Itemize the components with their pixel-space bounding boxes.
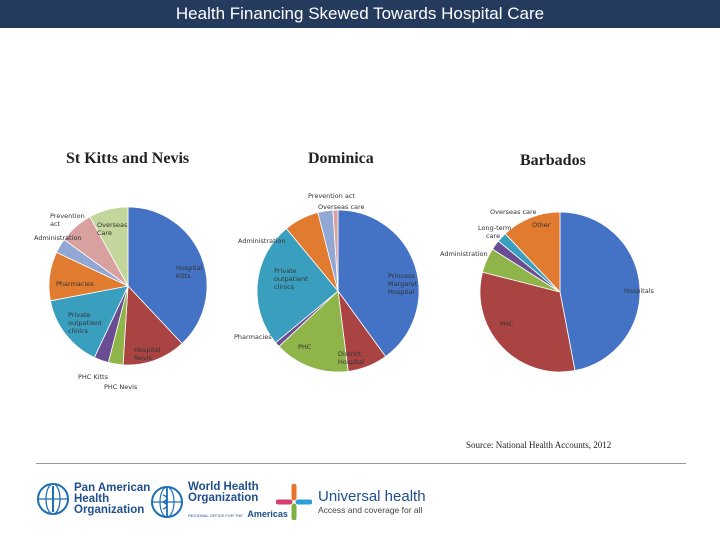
pie-slice xyxy=(127,206,208,345)
slice-label: PHC Nevis xyxy=(104,383,138,391)
chart-title-dominica: Dominica xyxy=(308,150,374,167)
universal-health-subtitle: Access and coverage for all xyxy=(318,505,423,515)
pie-slice xyxy=(278,290,349,373)
paho-name-2: Health xyxy=(74,492,110,505)
slice-label: Pharmacies xyxy=(234,333,272,341)
slice-label: Prevention act xyxy=(308,192,355,200)
universal-health-logo: Universal health Access and coverage for… xyxy=(276,484,426,520)
pie-slice xyxy=(504,211,561,294)
slice-label: Overseas Care xyxy=(97,221,128,237)
paho-emblem-icon xyxy=(37,483,69,515)
slice-label: Other xyxy=(532,221,551,229)
who-name-3: Americas xyxy=(247,509,288,519)
paho-name-1: Pan American xyxy=(74,481,151,494)
slice-label: Private outpatient clinics xyxy=(274,267,308,291)
slice-label: Hospital Kitts xyxy=(176,264,203,280)
slice-label: Administration xyxy=(34,234,82,242)
slice-label: Hospitals xyxy=(624,287,655,295)
who-emblem-icon xyxy=(151,486,183,518)
pie-slice xyxy=(559,211,641,372)
who-name-1: World Health xyxy=(188,481,259,493)
who-prefix: REGIONAL OFFICE FOR THE xyxy=(188,513,243,518)
paho-name-3: Organization xyxy=(74,503,145,516)
slice-label: Princess Margaret Hospital xyxy=(388,272,418,296)
pie-slice xyxy=(49,285,129,359)
pie-slice xyxy=(256,228,339,344)
footer-divider xyxy=(36,463,686,464)
slice-label: Overseas care xyxy=(490,208,537,216)
slice-label: District Hospital xyxy=(338,350,365,366)
pie-slice xyxy=(479,271,576,373)
slice-label: Administration xyxy=(238,237,286,245)
who-name-2: Organization xyxy=(188,492,259,504)
slice-label: Long-term care xyxy=(478,224,512,240)
slide-title: Health Financing Skewed Towards Hospital… xyxy=(0,0,720,28)
slice-label: Hospital Nevis xyxy=(134,346,161,362)
who-logo: World Health Organization REGIONAL OFFIC… xyxy=(150,481,288,522)
slice-label: PHC xyxy=(298,343,312,351)
pie-slice xyxy=(332,209,339,292)
paho-logo: Pan American Health Organization xyxy=(36,482,150,516)
chart-title-st-kitts: St Kitts and Nevis xyxy=(66,150,190,167)
slice-label: PHC Kitts xyxy=(78,373,109,381)
pie-slice xyxy=(89,206,129,287)
slice-label: PHC xyxy=(500,320,514,328)
pie-slice xyxy=(337,209,420,358)
slice-label: Overseas care xyxy=(318,203,365,211)
slice-label: Private outpatient clinics xyxy=(68,311,102,335)
slice-label: Prevention act xyxy=(50,212,85,228)
source-note: Source: National Health Accounts, 2012 xyxy=(466,440,612,450)
chart-title-barbados: Barbados xyxy=(520,152,586,169)
slice-label: Pharmacies xyxy=(56,280,94,288)
pie-slice xyxy=(122,285,183,366)
slice-label: Administration xyxy=(440,250,488,258)
universal-health-title: Universal health xyxy=(318,488,426,505)
universal-health-icon xyxy=(276,484,312,520)
